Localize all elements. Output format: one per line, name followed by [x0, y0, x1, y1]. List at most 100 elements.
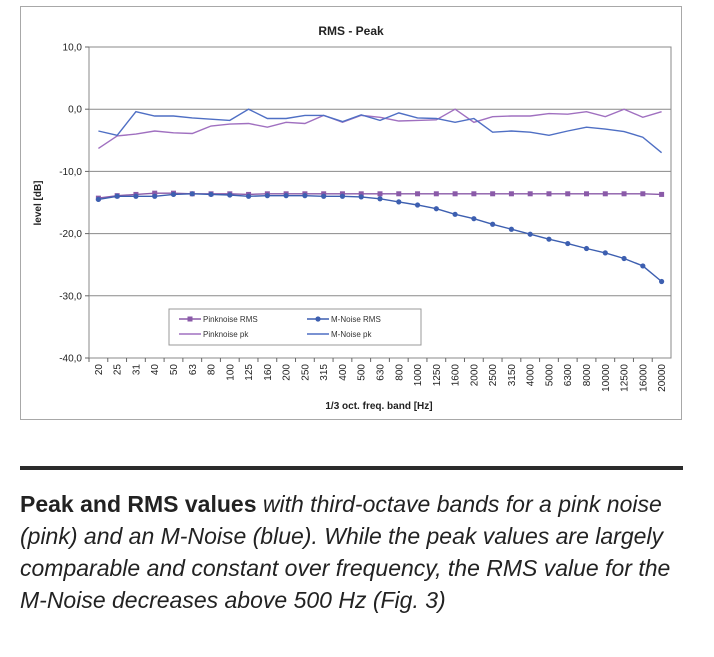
x-tick-label: 4000: [526, 364, 537, 387]
data-point: [227, 192, 233, 198]
x-tick-label: 2500: [488, 364, 499, 387]
legend-label: M-Noise pk: [331, 330, 372, 339]
y-tick-label: 0,0: [68, 105, 82, 116]
legend-marker: [187, 316, 193, 322]
legend-label: Pinknoise pk: [203, 330, 249, 339]
data-point: [170, 191, 177, 198]
x-tick-label: 40: [150, 364, 161, 376]
x-tick-label: 3150: [507, 364, 518, 387]
data-point: [546, 191, 552, 197]
x-tick-label: 2000: [469, 364, 480, 387]
x-tick-label: 8000: [582, 364, 593, 387]
data-point: [565, 240, 571, 247]
y-tick-label: -20,0: [59, 229, 82, 240]
data-point: [621, 191, 627, 197]
data-point: [415, 191, 421, 197]
chart: RMS - Peak 10,0 0,0 -10,0 -20,0 -30,0 -40,0 2…: [33, 24, 672, 412]
data-point: [152, 190, 158, 196]
data-point: [659, 191, 665, 197]
x-tick-label: 25: [113, 364, 124, 376]
data-point: [208, 191, 214, 198]
x-tick-label: 125: [244, 364, 255, 381]
caption-italic: with third-octave bands for a pink noise…: [20, 491, 671, 613]
x-tick-label: 100: [225, 364, 236, 381]
data-point: [283, 193, 289, 199]
data-point: [565, 191, 571, 197]
data-point: [640, 263, 646, 269]
data-point: [602, 250, 608, 256]
data-point: [527, 231, 533, 237]
legend-marker: [315, 316, 321, 322]
grid-lines: [89, 108, 671, 297]
chart-frame: RMS - Peak 10,0 0,0 -10,0 -20,0 -30,0 -40,0 2…: [20, 6, 682, 420]
data-point: [659, 278, 665, 285]
x-tick-label: 400: [338, 364, 349, 381]
x-tick-label: 50: [169, 364, 180, 376]
data-point: [471, 216, 477, 222]
legend: Pinknoise RMS M-Noise RMS Pinknoise pk M-No…: [168, 308, 422, 346]
caption-bold: Peak and RMS values: [20, 491, 257, 517]
data-point: [621, 255, 627, 262]
data-point: [471, 191, 477, 197]
data-point: [508, 191, 514, 197]
x-tick-label: 16000: [638, 364, 649, 392]
data-point: [527, 191, 533, 197]
x-tick-label: 160: [263, 364, 274, 381]
legend-box: [168, 308, 422, 346]
data-point: [433, 206, 439, 212]
data-point: [133, 193, 139, 199]
legend-label: M-Noise RMS: [331, 315, 381, 324]
x-axis-label: 1/3 oct. freq. band [Hz]: [325, 401, 432, 412]
x-tick-label: 5000: [544, 364, 555, 387]
data-point: [264, 193, 270, 199]
x-tick-label: 315: [319, 364, 330, 381]
data-point: [396, 199, 402, 205]
x-tick-label: 31: [131, 364, 142, 376]
x-axis: 20 25 31 40 50 63 80 100 125 160 200 250 315 400 500 63…: [88, 358, 668, 392]
x-tick-label: 1000: [413, 364, 424, 387]
x-tick-label: 12500: [620, 364, 631, 392]
x-tick-label: 63: [188, 364, 199, 376]
data-point: [546, 236, 552, 242]
data-point: [358, 191, 364, 197]
caption-divider: [20, 466, 683, 470]
x-tick-label: 20: [94, 364, 105, 376]
x-tick-label: 20000: [657, 364, 668, 392]
data-point: [114, 193, 120, 199]
data-point: [95, 196, 101, 202]
data-point: [339, 193, 346, 199]
legend-label: Pinknoise RMS: [203, 315, 258, 324]
y-tick-label: 10,0: [63, 43, 83, 54]
data-point: [452, 191, 458, 197]
series-line-pinknoise-pk: [98, 108, 662, 149]
x-tick-label: 630: [376, 364, 387, 381]
data-point: [508, 226, 515, 232]
y-tick-label: -30,0: [59, 291, 82, 302]
y-axis-label: level [dB]: [33, 180, 44, 225]
x-tick-label: 1600: [451, 364, 462, 387]
x-tick-label: 250: [300, 364, 311, 381]
plot-area: [88, 46, 672, 359]
x-tick-label: 800: [394, 364, 405, 381]
data-point: [152, 193, 158, 199]
x-tick-label: 10000: [601, 364, 612, 392]
data-point: [396, 191, 402, 197]
data-point: [302, 193, 308, 199]
data-point: [433, 191, 439, 197]
series-line-m-noise-pk: [98, 108, 663, 154]
data-point: [377, 191, 383, 197]
data-point: [640, 191, 646, 197]
data-point: [584, 191, 590, 197]
data-point: [414, 202, 421, 208]
data-point: [490, 191, 496, 197]
data-point: [583, 245, 590, 252]
data-point: [452, 211, 458, 217]
data-point: [490, 221, 496, 227]
figure-caption: Peak and RMS values with third-octave ba…: [20, 488, 690, 616]
data-point: [321, 193, 327, 199]
x-tick-label: 80: [207, 364, 218, 376]
x-tick-label: 200: [282, 364, 293, 381]
series-lines: [95, 108, 665, 285]
y-tick-label: -10,0: [59, 167, 82, 178]
data-point: [358, 194, 364, 200]
